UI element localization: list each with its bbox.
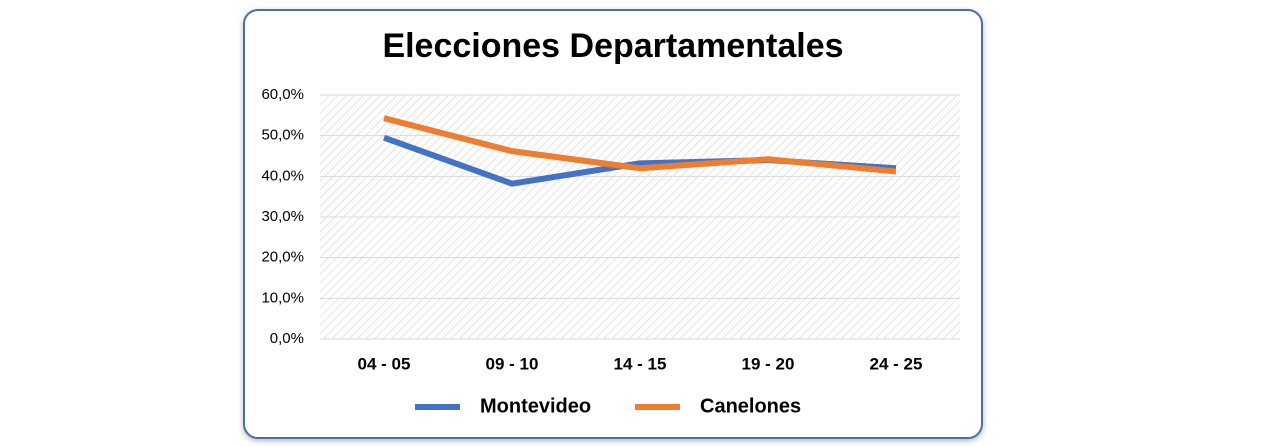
series-line [383, 115, 897, 175]
x-tick-label: 19 - 20 [742, 354, 795, 373]
x-tick-label: 04 - 05 [358, 354, 411, 373]
x-tick-label: 09 - 10 [486, 354, 539, 373]
y-tick-label: 20,0% [261, 249, 304, 266]
chart-title: Elecciones Departamentales [382, 27, 843, 65]
y-tick-label: 40,0% [261, 167, 304, 184]
y-tick-label: 10,0% [261, 289, 304, 306]
legend-label: Montevideo [480, 395, 591, 417]
y-tick-label: 60,0% [261, 86, 304, 103]
y-tick-label: 30,0% [261, 208, 304, 225]
x-tick-label: 24 - 25 [870, 354, 923, 373]
legend-label: Canelones [700, 395, 801, 417]
y-tick-label: 0,0% [270, 330, 304, 347]
x-tick-label: 14 - 15 [614, 354, 667, 373]
y-tick-label: 50,0% [261, 127, 304, 144]
